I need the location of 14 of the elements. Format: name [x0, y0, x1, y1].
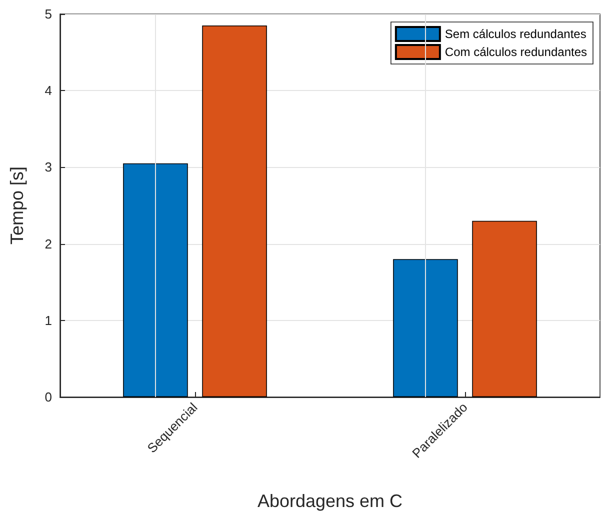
y-tick-label: 5 — [44, 6, 52, 22]
y-axis-title: Tempo [s] — [7, 166, 27, 245]
y-tick-label: 3 — [44, 160, 52, 175]
y-tick-label: 1 — [44, 312, 52, 328]
x-axis-title: Abordagens em C — [257, 491, 403, 511]
bar — [393, 259, 458, 397]
y-tick-label: 0 — [44, 390, 52, 404]
y-tick-label: 2 — [44, 236, 52, 252]
legend-label: Sem cálculos redundantes — [444, 27, 586, 41]
bar — [202, 25, 267, 397]
bar — [123, 163, 188, 397]
y-tick-label: 4 — [44, 83, 52, 98]
bar — [472, 220, 537, 397]
legend-label: Com cálculos redundantes — [444, 45, 587, 59]
